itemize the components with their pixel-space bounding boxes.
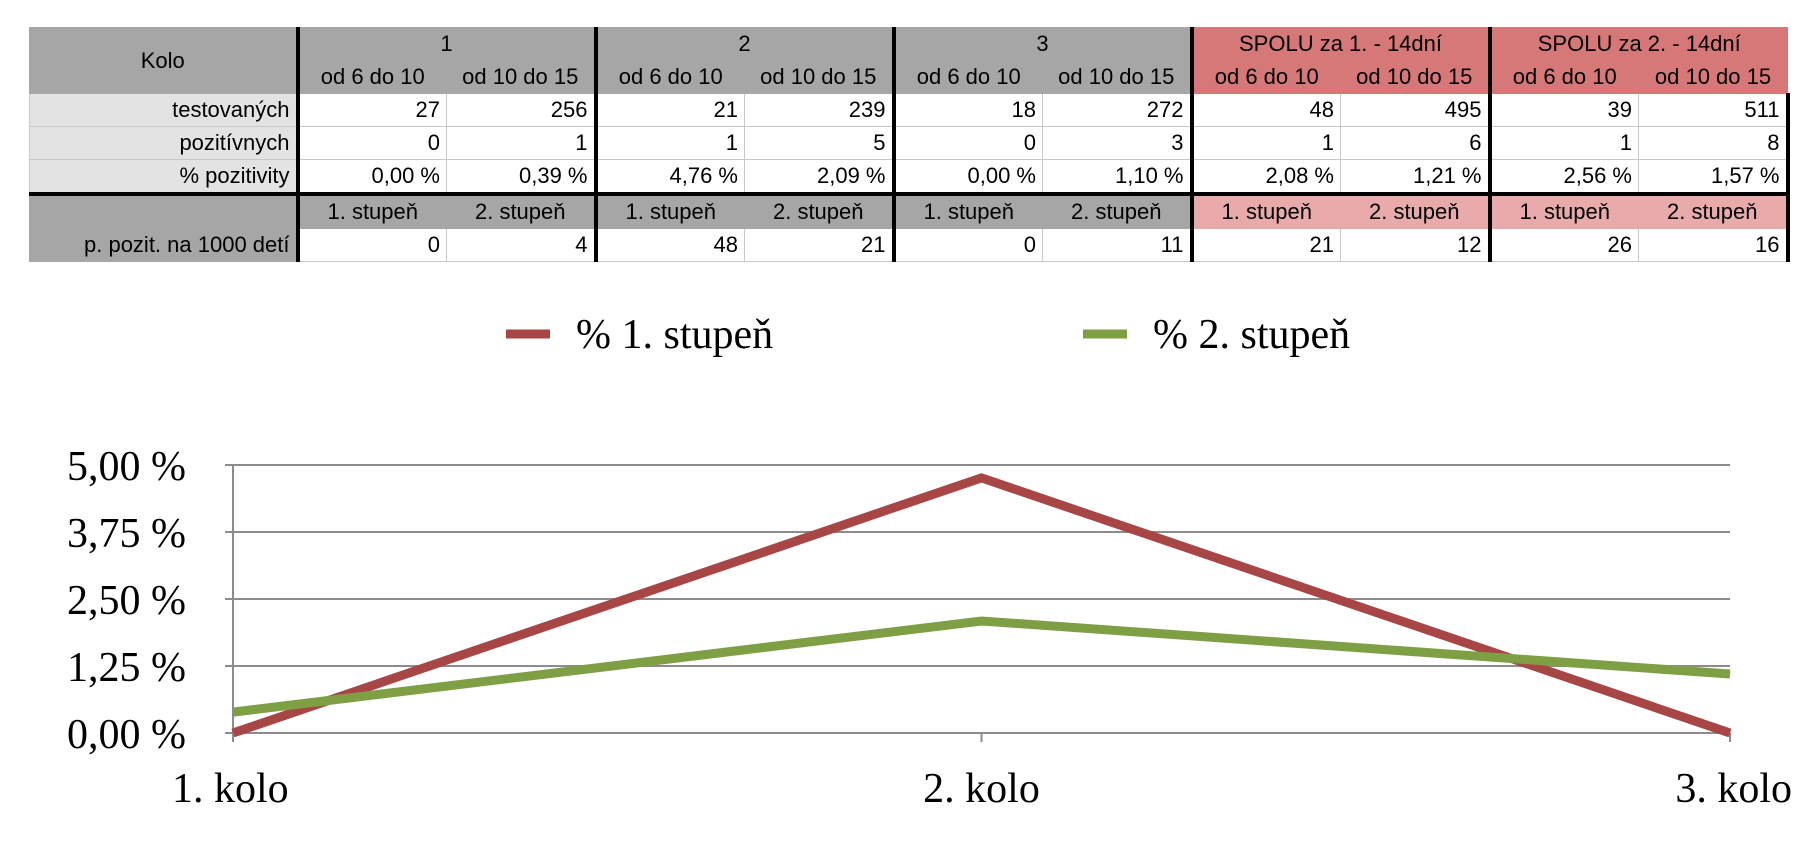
table-cell: 1,21 % xyxy=(1340,159,1492,195)
range-header: od 6 do 10 xyxy=(1489,60,1639,94)
stupen-header: 1. stupeň xyxy=(1489,192,1639,229)
table-cell: 1,57 % xyxy=(1638,159,1790,195)
table-cell: 0 xyxy=(893,126,1043,160)
y-tick-label: 2,50 % xyxy=(67,578,186,624)
table-cell: 18 xyxy=(893,93,1043,127)
range-header: od 6 do 10 xyxy=(1191,60,1341,94)
table-cell: 16 xyxy=(1638,228,1790,262)
table-cell: 39 xyxy=(1489,93,1639,127)
y-tick-label: 3,75 % xyxy=(67,511,186,557)
y-tick-label: 5,00 % xyxy=(67,444,186,490)
row-pozitivity: % pozitivity 0,00 % 0,39 % 4,76 % 2,09 %… xyxy=(29,159,1790,195)
table-cell: 21 xyxy=(595,93,745,127)
table-cell: 48 xyxy=(595,228,745,262)
table-cell: 6 xyxy=(1340,126,1492,160)
table-cell: 272 xyxy=(1042,93,1194,127)
table-cell: 4,76 % xyxy=(595,159,745,195)
group-header: 3 xyxy=(893,27,1194,61)
table-cell: 0 xyxy=(893,228,1043,262)
data-table: Kolo 1 2 3 SPOLU za 1. - 14dní SPOLU za … xyxy=(29,27,1790,262)
x-category-label: 1. kolo xyxy=(172,766,289,812)
stupen-header: 1. stupeň xyxy=(893,192,1043,229)
table-cell: 12 xyxy=(1340,228,1492,262)
row-label: % pozitivity xyxy=(29,159,300,195)
table-cell: 0 xyxy=(297,228,447,262)
y-tick-label: 0,00 % xyxy=(67,712,186,758)
range-header: od 6 do 10 xyxy=(595,60,745,94)
data-point xyxy=(1729,673,1731,675)
x-category-label: 2. kolo xyxy=(923,766,1040,812)
group-header: 1 xyxy=(297,27,598,61)
series-line-1 xyxy=(231,473,1732,738)
y-tick-label: 1,25 % xyxy=(67,645,186,691)
range-header: od 6 do 10 xyxy=(297,60,447,94)
stupen-header: 2. stupeň xyxy=(744,192,896,229)
table-cell: 26 xyxy=(1489,228,1639,262)
line-chart: 0,00 % 1,25 % 2,50 % 3,75 % 5,00 % 1. kolo 2. … xyxy=(67,312,1792,812)
stupen-header: 2. stupeň xyxy=(1638,192,1790,229)
table-cell: 511 xyxy=(1638,93,1790,127)
stupen-header: 1. stupeň xyxy=(1191,192,1341,229)
table-cell: 27 xyxy=(297,93,447,127)
row-label-empty xyxy=(29,192,300,229)
table-cell: 48 xyxy=(1191,93,1341,127)
table-cell: 495 xyxy=(1340,93,1492,127)
table-cell: 1 xyxy=(595,126,745,160)
table-cell: 1 xyxy=(446,126,598,160)
range-header: od 10 do 15 xyxy=(1638,60,1788,94)
table-cell: 2,08 % xyxy=(1191,159,1341,195)
row-pozitivnych: pozitívnych 0 1 1 5 0 3 1 6 1 8 xyxy=(29,126,1790,160)
table-cell: 2,56 % xyxy=(1489,159,1639,195)
data-point xyxy=(232,732,234,734)
stupen-header: 2. stupeň xyxy=(446,192,598,229)
range-header: od 10 do 15 xyxy=(446,60,598,94)
data-point xyxy=(1729,732,1731,734)
table-cell: 0,00 % xyxy=(297,159,447,195)
range-header: od 10 do 15 xyxy=(1340,60,1492,94)
table-cell: 11 xyxy=(1042,228,1194,262)
table-cell: 3 xyxy=(1042,126,1194,160)
table-cell: 5 xyxy=(744,126,896,160)
data-point xyxy=(232,711,234,713)
header-row-groups: Kolo 1 2 3 SPOLU za 1. - 14dní SPOLU za … xyxy=(29,27,1788,94)
stupen-header: 2. stupeň xyxy=(1042,192,1194,229)
stupen-header: 2. stupeň xyxy=(1340,192,1492,229)
row-label: testovaných xyxy=(29,93,300,127)
group-header: SPOLU za 2. - 14dní xyxy=(1489,27,1788,61)
row-testovanych: testovaných 27 256 21 239 18 272 48 495 … xyxy=(29,93,1790,127)
table-cell: 0,39 % xyxy=(446,159,598,195)
table-cell: 239 xyxy=(744,93,896,127)
group-header: SPOLU za 1. - 14dní xyxy=(1191,27,1492,61)
row-per1000: p. pozit. na 1000 detí 0 4 48 21 0 11 21… xyxy=(29,228,1790,262)
table-cell: 8 xyxy=(1638,126,1790,160)
table-cell: 1,10 % xyxy=(1042,159,1194,195)
x-category-label: 3. kolo xyxy=(1675,766,1792,812)
stupen-header: 1. stupeň xyxy=(297,192,447,229)
row-label: pozitívnych xyxy=(29,126,300,160)
table-cell: 1 xyxy=(1191,126,1341,160)
table-cell: 21 xyxy=(744,228,896,262)
table-cell: 21 xyxy=(1191,228,1341,262)
row-stupen-headers: 1. stupeň 2. stupeň 1. stupeň 2. stupeň … xyxy=(29,192,1790,229)
table-cell: 0,00 % xyxy=(893,159,1043,195)
data-point xyxy=(981,477,982,479)
legend-label: % 1. stupeň xyxy=(576,312,773,358)
data-point xyxy=(981,620,982,622)
table-cell: 4 xyxy=(446,228,598,262)
stupen-header: 1. stupeň xyxy=(595,192,745,229)
kolo-header: Kolo xyxy=(29,27,300,94)
table-cell: 2,09 % xyxy=(744,159,896,195)
row-label: p. pozit. na 1000 detí xyxy=(29,228,300,262)
range-header: od 10 do 15 xyxy=(1042,60,1194,94)
header-row-ranges: od 6 do 10 od 10 do 15 od 6 do 10 od 10 … xyxy=(30,60,1788,94)
group-header: 2 xyxy=(595,27,896,61)
range-header: od 10 do 15 xyxy=(744,60,896,94)
table-cell: 256 xyxy=(446,93,598,127)
legend-label: % 2. stupeň xyxy=(1153,312,1350,358)
range-header: od 6 do 10 xyxy=(893,60,1043,94)
table-cell: 1 xyxy=(1489,126,1639,160)
table-cell: 0 xyxy=(297,126,447,160)
